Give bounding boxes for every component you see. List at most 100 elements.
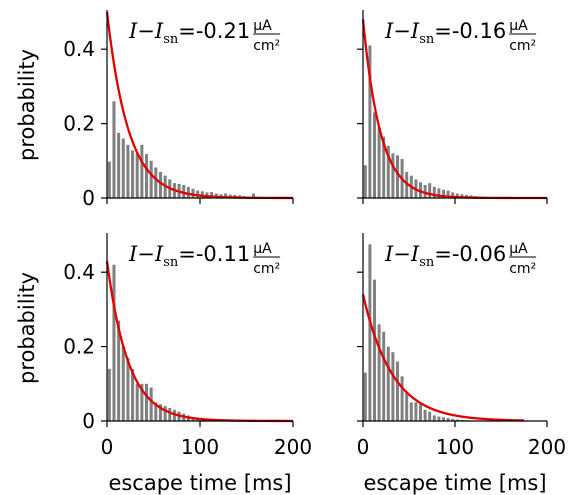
panel-4: 0 100 200 escape time [ms] I−Isn=-0.06 μA cm² xyxy=(357,233,566,495)
histogram-bar xyxy=(386,346,390,421)
histogram-bar xyxy=(396,361,399,421)
histogram-bar xyxy=(117,320,121,421)
histogram-bar xyxy=(391,352,395,421)
histogram-bar xyxy=(121,346,125,421)
histogram-bar xyxy=(386,145,390,198)
histogram-bar xyxy=(428,183,432,198)
histogram-bar xyxy=(391,153,395,198)
histogram-bar xyxy=(442,189,445,198)
histogram-bar xyxy=(382,136,386,198)
histogram-bar xyxy=(460,194,464,198)
histogram-bar xyxy=(419,404,422,421)
histogram-bar xyxy=(145,383,149,421)
current-annotation: I−Isn=-0.21 μA cm² xyxy=(128,18,281,54)
histogram-bar xyxy=(437,188,441,198)
histogram-bar xyxy=(107,368,111,421)
annotation-text: I−Isn=-0.21 xyxy=(128,19,250,47)
histogram-bar xyxy=(135,153,139,198)
unit-numerator: μA xyxy=(509,18,528,34)
histogram-bar xyxy=(377,324,381,421)
histogram-bar xyxy=(368,45,372,199)
histogram-bar xyxy=(455,193,459,198)
histogram-bar xyxy=(210,192,214,198)
unit-denominator: cm² xyxy=(253,38,280,54)
histogram-bar xyxy=(186,186,190,198)
x-tick-label: 200 xyxy=(274,435,312,459)
histogram-bar xyxy=(112,101,116,198)
histogram-bar xyxy=(154,167,158,198)
histogram-bar xyxy=(451,192,455,198)
histogram-bar xyxy=(363,372,367,421)
histogram-bar xyxy=(405,393,409,421)
x-tick-label: 100 xyxy=(181,435,219,459)
panel-3: 0 0.2 0.4 0 100 200 probability escape time [ms… xyxy=(15,233,312,495)
histogram-bar xyxy=(145,154,149,198)
y-tick-label: 0 xyxy=(82,409,95,433)
histogram-bar xyxy=(405,171,409,198)
y-tick-label: 0.4 xyxy=(63,260,95,284)
histogram-bar xyxy=(191,188,195,198)
x-tick-label: 0 xyxy=(101,435,114,459)
y-tick-label: 0.4 xyxy=(63,37,95,61)
x-tick-label: 200 xyxy=(528,435,566,459)
histogram-bar xyxy=(131,150,135,198)
histogram-bar xyxy=(158,404,162,421)
histogram-bar xyxy=(117,132,121,198)
annotation-text: I−Isn=-0.11 xyxy=(128,242,250,270)
x-tick-label: 100 xyxy=(436,435,474,459)
histogram-bar xyxy=(455,419,459,421)
current-annotation: I−Isn=-0.16 μA cm² xyxy=(384,18,537,54)
histogram-bar xyxy=(428,411,432,421)
histogram-bar xyxy=(437,416,441,421)
histogram-bar xyxy=(121,138,125,198)
histogram-bar xyxy=(423,184,427,198)
histogram-bar xyxy=(414,402,418,421)
histogram-bar xyxy=(442,417,445,421)
histogram-bar xyxy=(373,112,376,198)
histogram-bar xyxy=(451,418,455,421)
histogram-bar xyxy=(172,409,176,421)
annotation-text: I−Isn=-0.16 xyxy=(384,19,506,47)
histogram-bar xyxy=(182,184,186,198)
histogram-bar xyxy=(432,415,436,421)
y-tick-label: 0.2 xyxy=(63,112,95,136)
x-axis-label: escape time [ms] xyxy=(108,471,291,495)
histogram-bar xyxy=(224,193,228,198)
histogram-bar xyxy=(112,264,116,421)
histogram-bar xyxy=(382,331,386,421)
histogram-bar xyxy=(251,193,255,198)
histogram-bar xyxy=(200,191,204,198)
histogram-bar xyxy=(368,244,372,421)
unit-numerator: μA xyxy=(509,241,528,257)
histogram-bar xyxy=(154,402,158,421)
histogram-bar xyxy=(126,144,130,198)
histogram-bar xyxy=(373,279,376,421)
unit-denominator: cm² xyxy=(253,261,280,277)
fit-curve xyxy=(361,294,525,422)
x-tick-label: 0 xyxy=(357,435,370,459)
histogram-bar xyxy=(168,407,172,421)
y-tick-label: 0 xyxy=(82,186,95,210)
histogram-bar xyxy=(140,383,144,421)
histogram-bar xyxy=(126,357,130,421)
y-tick-label: 0.2 xyxy=(63,335,95,359)
annotation-text: I−Isn=-0.06 xyxy=(384,242,506,270)
y-axis-label: probability xyxy=(15,49,39,161)
y-axis-label: probability xyxy=(15,272,39,384)
current-annotation: I−Isn=-0.11 μA cm² xyxy=(128,241,281,277)
histogram-bar xyxy=(396,155,399,198)
current-annotation: I−Isn=-0.06 μA cm² xyxy=(384,241,537,277)
unit-numerator: μA xyxy=(253,18,272,34)
panel-2: I−Isn=-0.16 μA cm² xyxy=(357,10,548,204)
unit-denominator: cm² xyxy=(509,38,536,54)
x-axis-label: escape time [ms] xyxy=(363,471,546,495)
histogram-bar xyxy=(400,376,404,421)
histogram-bar xyxy=(149,387,153,421)
histogram-bar xyxy=(163,406,167,421)
histogram-bar xyxy=(432,186,436,198)
histogram-bar xyxy=(423,409,427,421)
fit-curve xyxy=(105,260,293,423)
histogram-bar xyxy=(131,368,135,421)
unit-numerator: μA xyxy=(253,241,272,257)
